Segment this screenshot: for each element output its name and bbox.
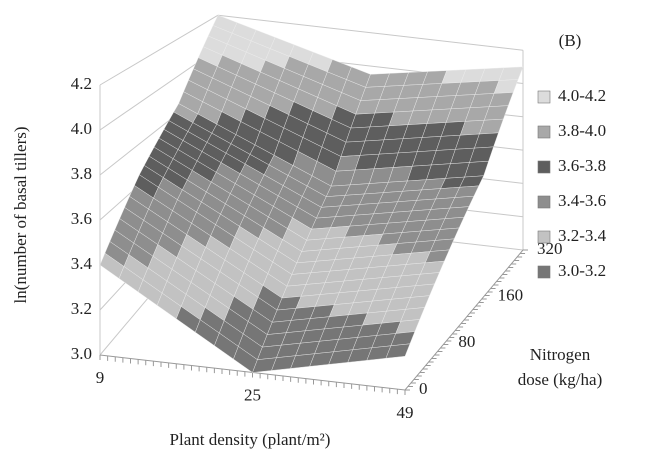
y-tick-label: 80 — [458, 332, 475, 351]
z-tick-label: 3.2 — [71, 299, 92, 318]
z-tick-label: 3.8 — [71, 164, 92, 183]
legend-swatch — [537, 195, 551, 209]
x-tick-label: 49 — [397, 403, 414, 422]
annotation: (B) — [559, 31, 582, 50]
legend-swatch — [537, 265, 551, 279]
surface-cell — [385, 343, 411, 359]
legend-swatch — [537, 90, 551, 104]
z-tick-label: 4.2 — [71, 74, 92, 93]
legend-swatch — [537, 230, 551, 244]
grid-line — [99, 14, 219, 86]
legend-swatch — [537, 125, 551, 139]
z-tick-label: 3.6 — [71, 209, 92, 228]
y-tick-label: 320 — [537, 239, 563, 258]
z-axis-title: ln(number of basal tillers) — [11, 126, 30, 303]
y-tick-label: 0 — [419, 379, 428, 398]
legend-label: 3.2-3.4 — [558, 226, 607, 245]
y-axis-title: dose (kg/ha) — [518, 370, 603, 389]
y-axis-title: Nitrogen — [530, 345, 591, 364]
z-tick-label: 3.4 — [71, 254, 93, 273]
legend-label: 3.4-3.6 — [558, 191, 606, 210]
x-tick-label: 9 — [96, 368, 105, 387]
z-tick-label: 4.0 — [71, 119, 92, 138]
x-axis-title: Plant density (plant/m²) — [170, 430, 331, 449]
legend-label: 3.8-4.0 — [558, 121, 606, 140]
z-tick-label: 3.0 — [71, 344, 92, 363]
legend-label: 4.0-4.2 — [558, 86, 606, 105]
legend-label: 3.6-3.8 — [558, 156, 606, 175]
legend-label: 3.0-3.2 — [558, 261, 606, 280]
y-tick-label: 160 — [498, 286, 523, 305]
x-tick-label: 25 — [244, 385, 261, 404]
grid-line — [217, 14, 524, 51]
legend-swatch — [537, 160, 551, 174]
